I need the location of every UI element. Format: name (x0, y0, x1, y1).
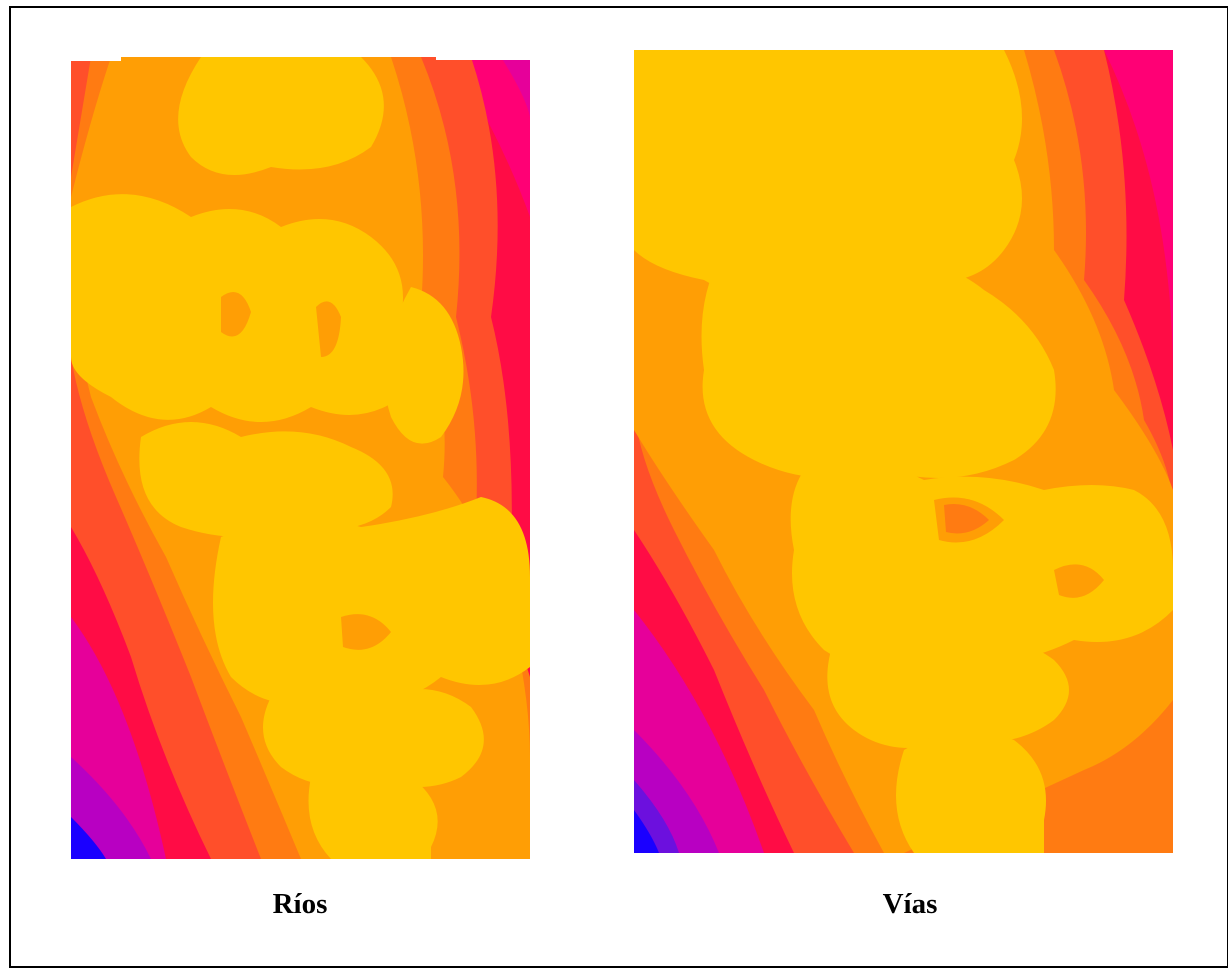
band-3-holes (944, 504, 989, 534)
band-2-holes (221, 292, 391, 650)
band-pink-right (501, 57, 530, 117)
band-blue-corner (71, 817, 106, 859)
band-magenta-right (451, 57, 530, 217)
caption-rios: Ríos (272, 888, 328, 920)
band-blue-corner (634, 810, 659, 853)
band-1-core (634, 50, 1173, 853)
top-edge-strip (71, 57, 121, 61)
top-edge-strip-right (436, 57, 530, 60)
band-magenta-right (1104, 50, 1173, 380)
rios-distance-map (71, 57, 530, 859)
vias-distance-map (634, 50, 1173, 853)
band-1-core (71, 57, 530, 859)
caption-vias: Vías (882, 888, 938, 920)
band-violet-corner (71, 757, 151, 859)
